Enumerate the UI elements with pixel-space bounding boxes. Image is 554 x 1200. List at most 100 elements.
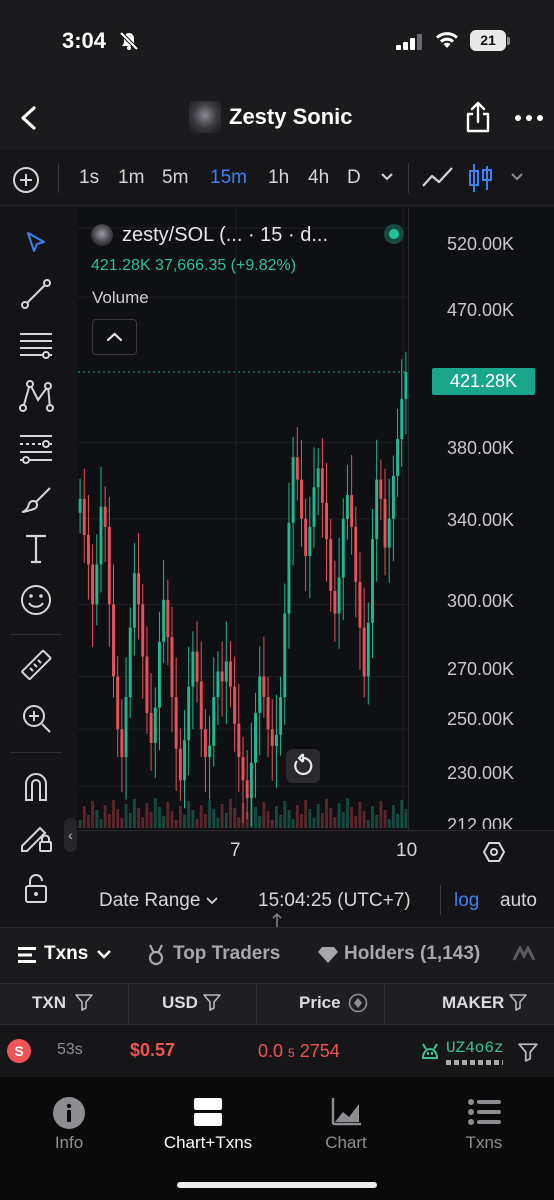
timeframe-1s[interactable]: 1s — [79, 167, 100, 188]
page-title: Zesty Sonic — [229, 104, 353, 129]
volume-bar — [124, 804, 128, 828]
volume-bar — [345, 798, 349, 828]
collapse-legend-button[interactable] — [92, 319, 137, 355]
column-divider — [256, 983, 257, 1025]
column-header-usd[interactable]: USD — [162, 993, 198, 1012]
timeframe-15m[interactable]: 15m — [210, 167, 247, 188]
fib-icon — [20, 435, 52, 464]
zoom-in-tool[interactable] — [18, 700, 54, 736]
line-chart-button[interactable] — [420, 164, 456, 192]
volume-bar — [287, 810, 291, 828]
interval-text: · 15 · d... — [247, 224, 328, 246]
candle-body — [387, 518, 391, 548]
price-axis[interactable] — [408, 208, 554, 830]
area-chart-icon[interactable] — [331, 1096, 363, 1126]
volume-bar — [183, 815, 186, 828]
timeframe-4h[interactable]: 4h — [308, 167, 330, 188]
range-divider — [440, 885, 441, 915]
emoji-tool[interactable] — [18, 582, 54, 618]
symbol-text: zesty/SOL (... — [122, 224, 243, 246]
clock-readout[interactable]: 15:04:25 (UTC+7) — [258, 890, 411, 911]
candle-body — [287, 522, 291, 614]
nav-chart[interactable]: Chart — [325, 1133, 367, 1152]
price-tick: 300.00K — [447, 591, 515, 611]
candle-body — [86, 535, 90, 565]
candle-body — [312, 487, 316, 527]
tab-holders[interactable]: Holders (1,143) — [344, 943, 481, 964]
candle-body — [358, 581, 362, 628]
trend-line-icon — [21, 279, 51, 309]
candle-body — [274, 734, 278, 746]
candle-body — [78, 498, 82, 513]
cursor-tool[interactable] — [18, 226, 54, 262]
sidebar-collapse-handle[interactable]: ‹ — [64, 818, 77, 852]
volume-bar — [320, 813, 324, 828]
zoom-in-icon — [23, 705, 51, 733]
maker-address[interactable]: UZ4o6z — [446, 1039, 504, 1057]
chart-symbol[interactable]: zesty/SOL (... · 15 · d... — [122, 224, 328, 247]
candlestick-button[interactable] — [466, 162, 494, 194]
nav-txns[interactable]: Txns — [465, 1133, 503, 1152]
share-button[interactable] — [462, 100, 494, 134]
ruler-tool[interactable] — [18, 648, 54, 684]
column-header-price[interactable]: Price — [299, 993, 341, 1012]
lock-drawings-tool[interactable] — [18, 818, 54, 854]
timeframe-1m[interactable]: 1m — [118, 167, 145, 188]
timeframe-5m[interactable]: 5m — [162, 167, 189, 188]
column-header-txn[interactable]: TXN — [32, 993, 66, 1012]
date-range-button[interactable]: Date Range — [99, 890, 218, 912]
horizontal-lines-tool[interactable] — [18, 326, 54, 362]
brush-tool[interactable] — [18, 482, 54, 518]
price-tick: 270.00K — [447, 659, 515, 679]
candle-body — [212, 697, 216, 746]
text-tool[interactable] — [18, 530, 54, 566]
info-icon[interactable] — [52, 1096, 86, 1130]
nav-chart-txns[interactable]: Chart+Txns — [163, 1133, 253, 1152]
volume-bar — [153, 798, 157, 828]
toggle-icon[interactable] — [348, 993, 368, 1013]
tab-top-traders[interactable]: Top Traders — [173, 943, 281, 964]
chart-settings-button[interactable] — [482, 840, 506, 864]
back-button[interactable] — [14, 102, 46, 134]
more-button[interactable] — [514, 108, 544, 128]
column-header-maker[interactable]: MAKER — [442, 993, 505, 1012]
volume-bar — [400, 800, 404, 828]
tab-txns[interactable]: Txns — [44, 943, 89, 964]
reset-chart-button[interactable] — [286, 749, 320, 783]
timeframe-d[interactable]: D — [347, 167, 361, 188]
filter-icon[interactable] — [75, 993, 93, 1011]
app-header — [0, 90, 554, 150]
auto-scale-button[interactable]: auto — [500, 890, 537, 911]
candle-body — [337, 577, 341, 614]
filter-icon[interactable] — [509, 993, 527, 1011]
volume-bar — [249, 798, 253, 828]
chevron-down-icon[interactable] — [380, 172, 394, 182]
filter-icon[interactable] — [203, 993, 221, 1011]
filter-icon[interactable] — [518, 1042, 538, 1062]
pattern-tool[interactable] — [18, 378, 54, 414]
price-tick: 250.00K — [447, 709, 515, 729]
volume-bar — [174, 820, 178, 828]
sidebar-divider — [10, 752, 62, 753]
list-icon[interactable] — [468, 1098, 502, 1126]
chevron-down-icon[interactable] — [96, 949, 112, 961]
chevron-down-icon[interactable] — [510, 172, 524, 182]
time-axis[interactable] — [78, 830, 554, 874]
add-indicator-button[interactable] — [12, 166, 40, 194]
unlock-tool[interactable] — [18, 870, 54, 906]
log-scale-button[interactable]: log — [454, 890, 480, 911]
fib-tool[interactable] — [18, 430, 54, 466]
candle-body — [149, 712, 153, 743]
candle-body — [291, 457, 295, 523]
timeframe-1h[interactable]: 1h — [268, 167, 290, 188]
table-row[interactable] — [0, 1025, 554, 1077]
chart-txns-icon[interactable] — [193, 1097, 223, 1127]
more-tabs-icon[interactable] — [512, 946, 536, 962]
price-zero-count: 5 — [288, 1046, 295, 1060]
txn-age: 53s — [57, 1041, 83, 1058]
nav-info[interactable]: Info — [54, 1133, 84, 1152]
txn-usd: $0.57 — [130, 1040, 176, 1060]
candle-body — [354, 526, 358, 582]
magnet-tool[interactable] — [18, 768, 54, 804]
trend-line-tool[interactable] — [18, 276, 54, 312]
